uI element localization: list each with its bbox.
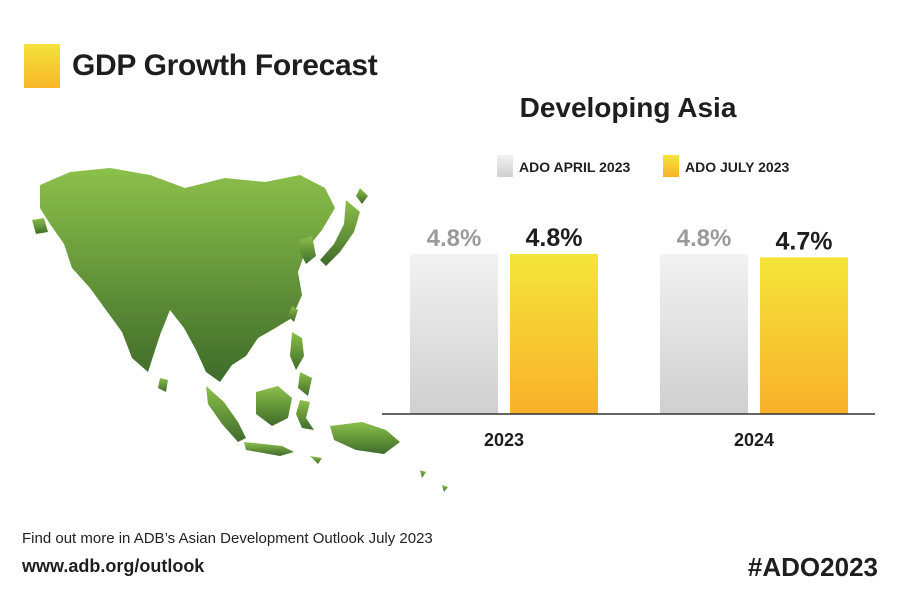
bar-2023-series-0 <box>410 254 498 414</box>
x-tick-label-2024: 2024 <box>734 430 774 450</box>
data-label-2023-series-1: 4.8% <box>526 224 583 252</box>
footer-link[interactable]: www.adb.org/outlook <box>22 556 205 576</box>
bar-2024-series-0 <box>660 254 748 414</box>
legend-swatch-1 <box>663 155 679 177</box>
footer-note: Find out more in ADB’s Asian Development… <box>22 530 433 547</box>
asia-map-icon <box>32 168 448 492</box>
bar-2024-series-1 <box>760 257 848 414</box>
x-tick-label-2023: 2023 <box>484 430 524 450</box>
legend-swatch-0 <box>497 155 513 177</box>
chart-title: Developing Asia <box>520 92 737 123</box>
legend-label-1: ADO JULY 2023 <box>685 159 789 175</box>
footer-hashtag: #ADO2023 <box>747 552 878 582</box>
header-swatch <box>24 44 60 88</box>
legend-label-0: ADO APRIL 2023 <box>519 159 630 175</box>
data-label-2023-series-0: 4.8% <box>427 225 482 252</box>
data-label-2024-series-0: 4.8% <box>677 225 732 252</box>
chart-legend: ADO APRIL 2023 ADO JULY 2023 <box>497 155 789 177</box>
bar-2023-series-1 <box>510 254 598 414</box>
data-label-2024-series-1: 4.7% <box>776 227 833 255</box>
page-title: GDP Growth Forecast <box>72 49 378 82</box>
